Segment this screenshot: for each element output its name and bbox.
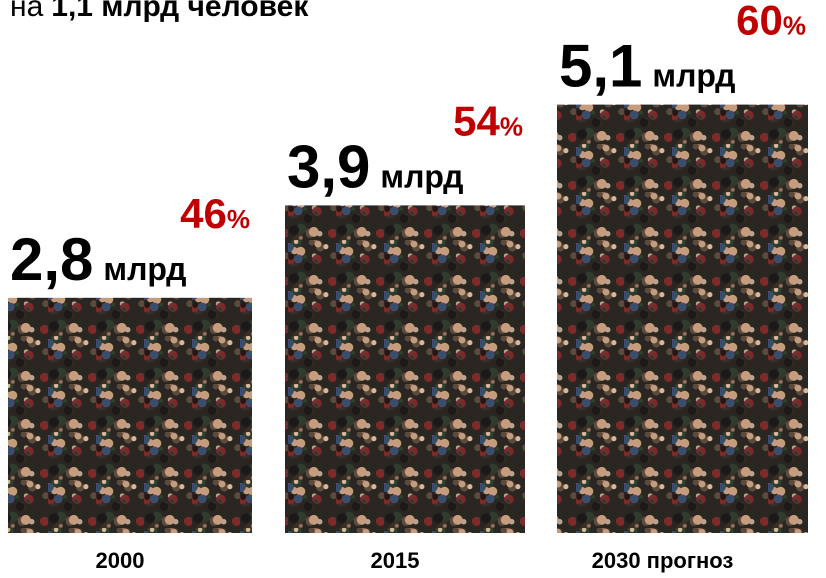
page-body: {"chart_data": { "type": "bar", "title_p… <box>0 0 826 578</box>
share-number: 54 <box>453 97 500 144</box>
value-number: 2,8 <box>10 226 93 293</box>
value-unit: млрд <box>380 158 463 194</box>
share-number: 46 <box>180 190 227 237</box>
chart-title: на 1,1 млрд человек <box>10 0 309 23</box>
value-label: 2,8 млрд <box>10 226 186 293</box>
bar <box>285 205 525 533</box>
value-label: 3,9 млрд <box>287 133 463 200</box>
value-unit: млрд <box>652 58 735 94</box>
bar <box>557 105 808 533</box>
x-tick-label: 2015 <box>371 548 420 573</box>
share-unit: % <box>227 204 250 234</box>
x-tick-label: 2030 прогноз <box>592 548 734 573</box>
share-label: 46% <box>180 190 250 237</box>
title-main: 1,1 млрд человек <box>51 0 309 23</box>
share-unit: % <box>500 111 523 141</box>
chart: на 1,1 млрд человек 2,8 млрд 46% 2000 3,9 млрд… <box>0 0 826 578</box>
share-number: 60 <box>736 0 783 44</box>
share-unit: % <box>783 11 806 41</box>
bar <box>8 298 252 533</box>
value-number: 5,1 <box>559 33 642 100</box>
value-label: 5,1 млрд <box>559 33 735 100</box>
share-label: 60% <box>736 0 806 44</box>
title-prefix: на <box>10 0 44 23</box>
page: Crowd chart html, body { margin: 0; padd… <box>0 0 826 578</box>
x-tick-label: 2000 <box>96 548 145 573</box>
value-number: 3,9 <box>287 133 370 200</box>
share-label: 54% <box>453 97 523 144</box>
value-unit: млрд <box>103 251 186 287</box>
